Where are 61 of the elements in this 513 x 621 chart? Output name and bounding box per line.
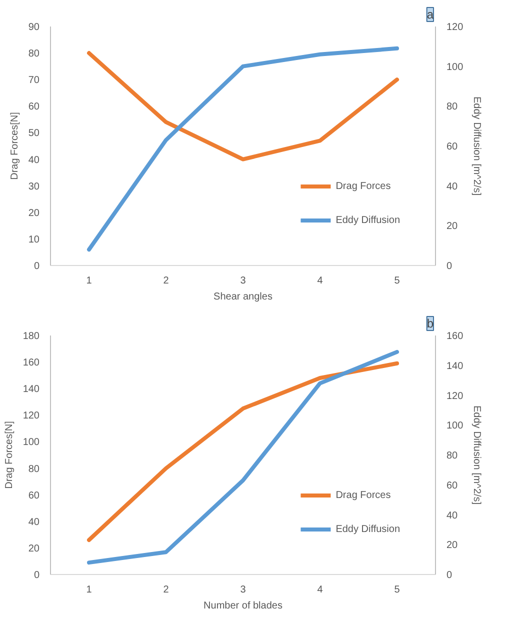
- y2-tick-label: 140: [446, 360, 464, 372]
- y-tick-label: 20: [28, 208, 40, 219]
- y-tick-label: 60: [28, 102, 40, 113]
- line-series: [87, 361, 399, 542]
- y-tick-label: 20: [28, 543, 40, 554]
- y-tick-label: 180: [22, 331, 40, 342]
- y-tick-label: 100: [22, 437, 40, 448]
- y2-tick-label: 60: [446, 142, 458, 152]
- y2-tick-label: 40: [446, 181, 458, 192]
- x-tick-label: 4: [317, 584, 324, 596]
- y2-tick-label: 20: [446, 221, 458, 232]
- y2-tick-label: 0: [446, 261, 452, 272]
- x-axis-title: Number of blades: [204, 600, 282, 612]
- y2-tick-label: 80: [446, 102, 458, 113]
- line-series: [87, 46, 399, 252]
- x-tick-label: 5: [394, 584, 400, 596]
- y2-tick-label: 120: [446, 22, 464, 33]
- x-tick-label: 2: [163, 584, 170, 596]
- y2-tick-label: 100: [446, 62, 464, 73]
- y2-tick-label: 120: [446, 390, 464, 402]
- x-tick-label: 1: [86, 276, 92, 286]
- y-tick-label: 40: [28, 154, 40, 166]
- y-tick-label: 40: [28, 516, 40, 528]
- line-series: [87, 350, 399, 565]
- text: b: [426, 316, 434, 330]
- line-series: [87, 51, 399, 162]
- y-tick-label: 0: [34, 261, 40, 272]
- legend-label: Drag Forces: [336, 490, 391, 500]
- y2-tick-label: 20: [446, 540, 458, 552]
- y2-tick-label: 160: [446, 331, 464, 342]
- y2-tick-label: 80: [446, 450, 458, 462]
- y2-axis-title: Eddy Diffusion [m^2/s]: [471, 406, 482, 505]
- y-tick-label: 80: [28, 48, 40, 60]
- legend-label: Eddy Diffusion: [336, 214, 400, 226]
- x-tick-label: 4: [317, 276, 324, 286]
- x-tick-label: 2: [163, 276, 170, 286]
- y-tick-label: 60: [28, 490, 40, 502]
- x-tick-label: 1: [86, 584, 92, 596]
- y-tick-label: 0: [34, 570, 40, 581]
- y-tick-label: 10: [28, 234, 40, 246]
- x-tick-label: 3: [240, 584, 246, 596]
- y-tick-label: 140: [22, 384, 40, 396]
- legend-label: Eddy Diffusion: [336, 524, 400, 534]
- y-tick-label: 70: [28, 75, 40, 86]
- y2-tick-label: 0: [446, 570, 452, 581]
- y2-axis-title: Eddy Diffusion [m^2/s]: [471, 96, 482, 196]
- y-tick-label: 160: [22, 358, 40, 369]
- y-tick-label: 90: [28, 22, 40, 33]
- x-tick-label: 5: [394, 276, 400, 286]
- y2-tick-label: 40: [446, 510, 458, 522]
- y-axis-title: Drag Forces[N]: [9, 112, 20, 180]
- y-tick-label: 50: [28, 128, 40, 140]
- y2-tick-label: 100: [446, 420, 464, 432]
- y-axis-title: Drag Forces[N]: [4, 420, 15, 489]
- x-axis-title: Shear angles: [214, 292, 272, 302]
- legend-label: Drag Forces: [336, 180, 391, 192]
- y-tick-label: 30: [28, 181, 40, 192]
- y2-tick-label: 60: [446, 480, 458, 492]
- x-tick-label: 3: [240, 276, 246, 286]
- y-tick-label: 120: [22, 410, 40, 422]
- y-tick-label: 80: [28, 464, 40, 475]
